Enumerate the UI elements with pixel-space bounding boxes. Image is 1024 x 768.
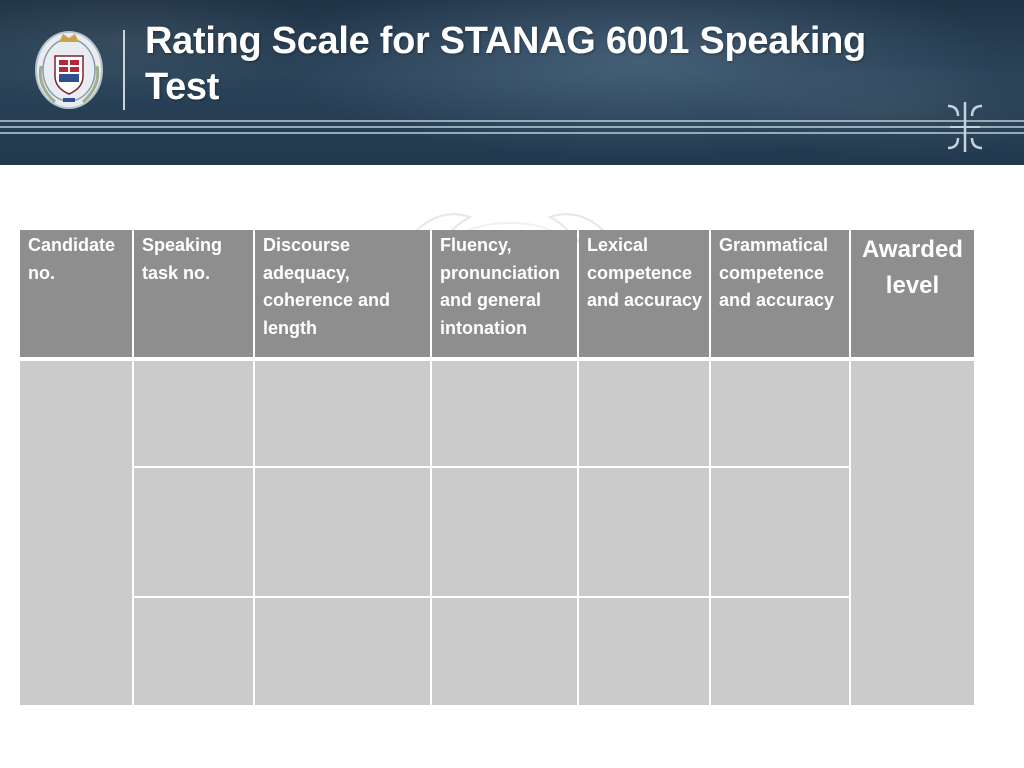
speaking-task-cell[interactable] [134,361,253,466]
crest-logo-icon [35,31,103,109]
lexical-cell[interactable] [579,361,709,466]
bracket-ornament-icon [947,102,983,152]
discourse-cell[interactable] [255,361,430,466]
grammatical-cell[interactable] [711,468,849,596]
header-divider [123,30,125,110]
lexical-cell[interactable] [579,468,709,596]
header-speaking-task-no: Speaking task no. [134,230,253,357]
fluency-cell[interactable] [432,361,577,466]
grammatical-cell[interactable] [711,361,849,466]
header-fluency-pronunciation: Fluency, pronunciation and general inton… [432,230,577,357]
awarded-level-cell[interactable] [851,361,974,705]
slide-header: Rating Scale for STANAG 6001 Speaking Te… [0,0,1024,165]
discourse-cell[interactable] [255,468,430,596]
header-discourse-adequacy: Discourse adequacy, coherence and length [255,230,430,357]
header-candidate-no: Candidate no. [20,230,132,357]
header-rules [0,116,1024,156]
header-grammatical-competence: Grammatical competence and accuracy [711,230,849,357]
header-awarded-level: Awarded level [851,230,974,357]
rating-scale-table: Candidate no. Speaking task no. Discours… [20,230,974,705]
candidate-no-cell[interactable] [20,361,132,705]
speaking-task-cell[interactable] [134,598,253,705]
discourse-cell[interactable] [255,598,430,705]
speaking-task-cell[interactable] [134,468,253,596]
grammatical-cell[interactable] [711,598,849,705]
fluency-cell[interactable] [432,468,577,596]
header-lexical-competence: Lexical competence and accuracy [579,230,709,357]
slide-title: Rating Scale for STANAG 6001 Speaking Te… [145,20,866,108]
fluency-cell[interactable] [432,598,577,705]
lexical-cell[interactable] [579,598,709,705]
